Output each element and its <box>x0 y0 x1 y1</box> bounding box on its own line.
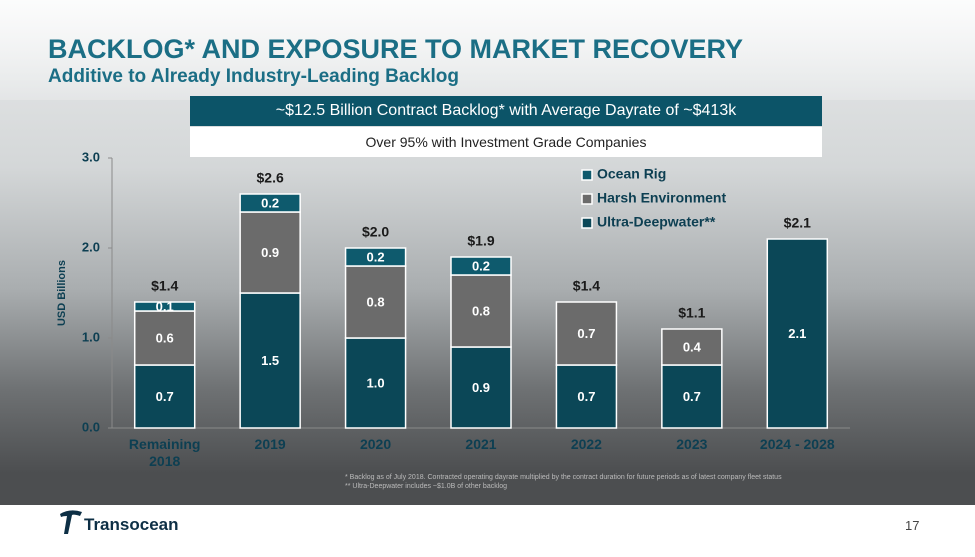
x-tick-label: 2020 <box>359 436 392 452</box>
legend-swatch <box>581 217 593 229</box>
header-backdrop <box>0 0 975 100</box>
legend-swatch <box>581 169 593 181</box>
legend-label: Ocean Rig <box>597 166 666 182</box>
total-label: $2.6 <box>257 170 284 186</box>
bar-segment <box>661 328 723 366</box>
footer <box>0 505 975 557</box>
page-number: 17 <box>905 518 920 533</box>
value-label: 0.4 <box>683 339 702 354</box>
bar-segment <box>555 364 618 429</box>
value-label: 0.2 <box>472 258 490 273</box>
value-label: 0.1 <box>156 299 174 314</box>
y-tick-label: 3.0 <box>82 149 100 164</box>
value-label: 0.2 <box>367 249 385 264</box>
bar-segment <box>133 310 196 366</box>
y-axis-label: USD Billions <box>56 260 68 326</box>
value-label: 1.0 <box>367 375 385 390</box>
bar-segment <box>661 364 723 429</box>
total-label: $1.4 <box>573 278 600 294</box>
bar-segment <box>239 193 301 213</box>
value-label: 0.2 <box>261 195 279 210</box>
bar-segment <box>133 364 196 429</box>
bar-segment <box>555 301 618 366</box>
footnotes: * Backlog as of July 2018. Contracted op… <box>345 473 782 491</box>
value-label: 0.6 <box>156 330 174 345</box>
title: BACKLOG* AND EXPOSURE TO MARKET RECOVERY <box>48 34 744 64</box>
total-label: $1.1 <box>678 305 705 321</box>
x-tick-label: 2023 <box>676 436 708 452</box>
value-label: 0.9 <box>261 245 279 260</box>
legend-label: Harsh Environment <box>597 190 726 206</box>
legend-label: Ultra-Deepwater** <box>597 214 716 230</box>
legend-swatch <box>581 193 593 205</box>
bar-segment <box>450 274 512 348</box>
value-label: 0.8 <box>367 294 385 309</box>
value-label: 0.7 <box>683 389 701 404</box>
footnote: ** Ultra-Deepwater includes ~$1.0B of ot… <box>345 483 508 490</box>
y-tick-label: 2.0 <box>82 239 100 254</box>
value-label: 0.7 <box>577 389 595 404</box>
subtitle: Additive to Already Industry-Leading Bac… <box>48 66 460 87</box>
footnote: * Backlog as of July 2018. Contracted op… <box>345 474 782 481</box>
value-label: 1.5 <box>261 353 279 368</box>
y-tick-label: 1.0 <box>82 329 100 344</box>
total-label: $1.4 <box>151 278 178 294</box>
sub-banner: Over 95% with Investment Grade Companies <box>190 127 822 157</box>
total-label: $2.0 <box>362 224 389 240</box>
bar-segment <box>766 238 829 429</box>
value-label: 0.7 <box>156 389 174 404</box>
banner: ~$12.5 Billion Contract Backlog* with Av… <box>190 96 822 126</box>
value-label: 2.1 <box>788 326 806 341</box>
value-label: 0.9 <box>472 380 490 395</box>
logo-mark <box>60 510 82 534</box>
total-label: $2.1 <box>784 215 811 231</box>
bar-segment <box>239 211 301 294</box>
x-tick-label: 2019 <box>254 436 286 452</box>
x-tick-label: Remaining 2018 <box>128 436 201 469</box>
x-tick-label: 2024 - 2028 <box>759 436 835 452</box>
bar-segment <box>450 346 512 429</box>
bar-segment <box>344 247 407 267</box>
bar-segment <box>450 256 512 276</box>
x-tick-label: 2021 <box>465 436 497 452</box>
y-tick-label: 0.0 <box>82 419 100 434</box>
logo-text: Transocean <box>84 515 179 534</box>
bar-segment <box>133 301 196 312</box>
bar-segment <box>344 265 407 339</box>
x-tick-label: 2022 <box>570 436 602 452</box>
value-label: 0.7 <box>577 326 595 341</box>
bar-segment <box>239 292 301 429</box>
value-label: 0.8 <box>472 303 490 318</box>
total-label: $1.9 <box>467 233 494 249</box>
